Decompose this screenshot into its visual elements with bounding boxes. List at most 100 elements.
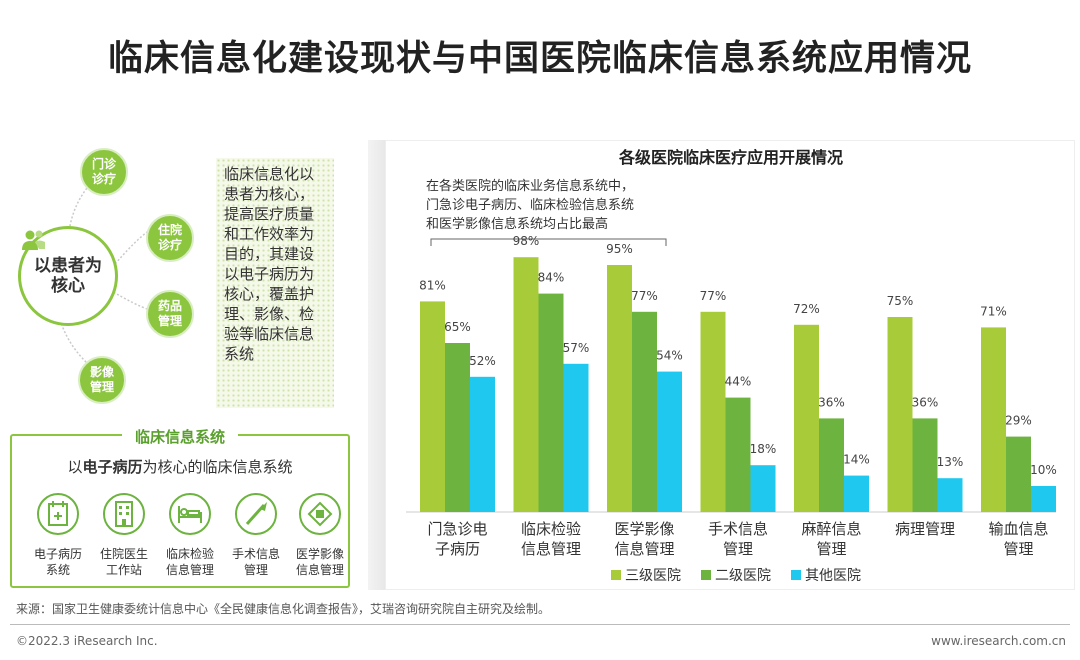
data-label-3-1: 44% bbox=[725, 375, 752, 389]
bar-3-0 bbox=[700, 311, 726, 512]
emr-label-line2: 系统 bbox=[45, 563, 70, 577]
category-label-3-1: 管理 bbox=[723, 540, 753, 558]
medical-record-icon bbox=[37, 493, 79, 535]
category-label-4-1: 管理 bbox=[816, 540, 846, 558]
legend-swatch-2 bbox=[791, 570, 801, 580]
data-label-4-1: 36% bbox=[818, 395, 845, 409]
system-item-doctor-station: 住院医生 工作站 bbox=[92, 492, 156, 578]
bar-5-2 bbox=[937, 478, 963, 512]
data-label-3-0: 77% bbox=[700, 289, 727, 303]
node-drug: 药品 管理 bbox=[146, 290, 194, 338]
website-url: www.iresearch.com.cn bbox=[931, 634, 1066, 648]
lab-label-line2: 信息管理 bbox=[165, 563, 214, 577]
data-label-1-0: 98% bbox=[513, 234, 540, 248]
scalpel-icon bbox=[235, 493, 277, 535]
lab-label-line1: 临床检验 bbox=[165, 547, 214, 561]
surgery-label-line2: 管理 bbox=[243, 563, 268, 577]
chart-annotation-line-2: 和医学影像信息系统均占比最高 bbox=[426, 216, 608, 232]
node-imaging-line2: 管理 bbox=[89, 380, 114, 394]
legend-swatch-1 bbox=[701, 570, 711, 580]
description-box: 临床信息化以患者为核心，提高医疗质量和工作效率为目的，其建设以电子病历为核心，覆… bbox=[216, 158, 334, 408]
bar-5-0 bbox=[887, 317, 913, 512]
legend-label-2: 其他医院 bbox=[805, 568, 861, 584]
description-text: 临床信息化以患者为核心，提高医疗质量和工作效率为目的，其建设以电子病历为核心，覆… bbox=[224, 165, 315, 363]
node-outpatient-line1: 门诊 bbox=[91, 157, 116, 171]
data-label-0-2: 52% bbox=[469, 354, 496, 368]
system-item-surgery: 手术信息 管理 bbox=[224, 492, 288, 578]
subtitle-suffix: 为核心的临床信息系统 bbox=[142, 458, 293, 476]
bar-6-2 bbox=[1031, 486, 1056, 512]
bar-4-2 bbox=[844, 475, 869, 512]
patient-centered-diagram: 门诊 诊疗 住院 诊疗 药品 管理 影像 管理 以患者为 核心 bbox=[0, 130, 360, 430]
data-label-5-2: 13% bbox=[937, 455, 964, 469]
chart-title: 各级医院临床医疗应用开展情况 bbox=[618, 148, 843, 167]
data-label-2-1: 77% bbox=[631, 289, 658, 303]
node-drug-line1: 药品 bbox=[157, 299, 182, 313]
data-label-6-0: 71% bbox=[980, 304, 1007, 318]
legend-swatch-0 bbox=[611, 570, 621, 580]
copyright: ©2022.3 iResearch Inc. bbox=[16, 634, 158, 648]
category-label-0-1: 子病历 bbox=[435, 540, 480, 558]
data-label-2-2: 54% bbox=[656, 349, 683, 363]
emr-label-line1: 电子病历 bbox=[33, 547, 82, 561]
source-note: 来源：国家卫生健康委统计信息中心《全民健康信息化调查报告》，艾瑞咨询研究院自主研… bbox=[16, 602, 551, 616]
bar-0-2 bbox=[470, 376, 495, 512]
bar-0-0 bbox=[420, 301, 445, 512]
bar-5-1 bbox=[912, 418, 938, 512]
chart-panel-shadow bbox=[368, 140, 388, 590]
bar-1-0 bbox=[513, 257, 539, 512]
bar-4-0 bbox=[794, 324, 819, 512]
data-label-1-2: 57% bbox=[563, 341, 590, 355]
node-inpatient-line1: 住院 bbox=[157, 223, 182, 237]
annotation-bracket bbox=[430, 238, 667, 246]
bar-2-2 bbox=[657, 371, 682, 512]
bar-1-2 bbox=[563, 363, 589, 512]
data-label-3-2: 18% bbox=[750, 442, 777, 456]
node-imaging-line1: 影像 bbox=[89, 365, 114, 379]
system-item-imaging: 医学影像 信息管理 bbox=[288, 492, 352, 578]
data-label-6-1: 29% bbox=[1005, 414, 1032, 428]
patients-icon bbox=[22, 230, 45, 250]
data-label-5-1: 36% bbox=[912, 395, 939, 409]
data-label-4-0: 72% bbox=[793, 302, 820, 316]
page-title: 临床信息化建设现状与中国医院临床信息系统应用情况 bbox=[107, 39, 972, 79]
bar-0-1 bbox=[445, 343, 470, 512]
patient-center-node: 以患者为 核心 bbox=[18, 226, 118, 326]
node-imaging: 影像 管理 bbox=[78, 356, 126, 404]
scanner-icon bbox=[299, 493, 341, 535]
category-label-2-1: 信息管理 bbox=[614, 540, 674, 558]
subtitle-bold: 电子病历 bbox=[82, 458, 143, 476]
center-line2: 核心 bbox=[51, 276, 85, 296]
bar-3-1 bbox=[725, 397, 751, 512]
node-outpatient: 门诊 诊疗 bbox=[80, 148, 128, 196]
category-label-0-0: 门急诊电 bbox=[427, 520, 487, 538]
node-drug-line2: 管理 bbox=[157, 314, 182, 328]
category-label-1-1: 信息管理 bbox=[521, 540, 581, 558]
data-label-0-0: 81% bbox=[419, 278, 446, 292]
category-label-1-0: 临床检验 bbox=[521, 520, 581, 538]
doctor-station-label-line1: 住院医生 bbox=[99, 547, 148, 561]
category-label-6-1: 管理 bbox=[1003, 540, 1033, 558]
bar-6-0 bbox=[981, 327, 1006, 512]
doctor-station-label-line2: 工作站 bbox=[105, 563, 142, 577]
bar-3-2 bbox=[750, 465, 776, 512]
bar-6-1 bbox=[1006, 436, 1031, 512]
system-item-lab: 临床检验 信息管理 bbox=[158, 492, 222, 578]
clinical-system-title: 临床信息系统 bbox=[122, 426, 238, 447]
category-label-5-0: 病理管理 bbox=[895, 520, 955, 538]
hospital-bed-icon bbox=[169, 493, 211, 535]
surgery-label-line1: 手术信息 bbox=[231, 547, 280, 561]
footer-divider bbox=[10, 624, 1070, 625]
system-item-emr: 电子病历 系统 bbox=[26, 492, 90, 578]
chart-annotation-line-1: 门急诊电子病历、临床检验信息系统 bbox=[426, 197, 634, 213]
bar-2-0 bbox=[607, 265, 632, 512]
chart-panel: 各级医院临床医疗应用开展情况 在各类医院的临床业务信息系统中， 门急诊电子病历、临床… bbox=[385, 140, 1075, 590]
hospital-building-icon bbox=[103, 493, 145, 535]
legend-label-0: 三级医院 bbox=[625, 568, 681, 584]
category-label-2-0: 医学影像 bbox=[614, 520, 674, 538]
category-label-4-0: 麻醉信息 bbox=[801, 520, 861, 538]
imaging-label-line2: 信息管理 bbox=[295, 563, 344, 577]
center-line1: 以患者为 bbox=[34, 256, 102, 276]
data-label-1-1: 84% bbox=[538, 271, 565, 285]
category-label-6-0: 输血信息 bbox=[988, 520, 1048, 538]
